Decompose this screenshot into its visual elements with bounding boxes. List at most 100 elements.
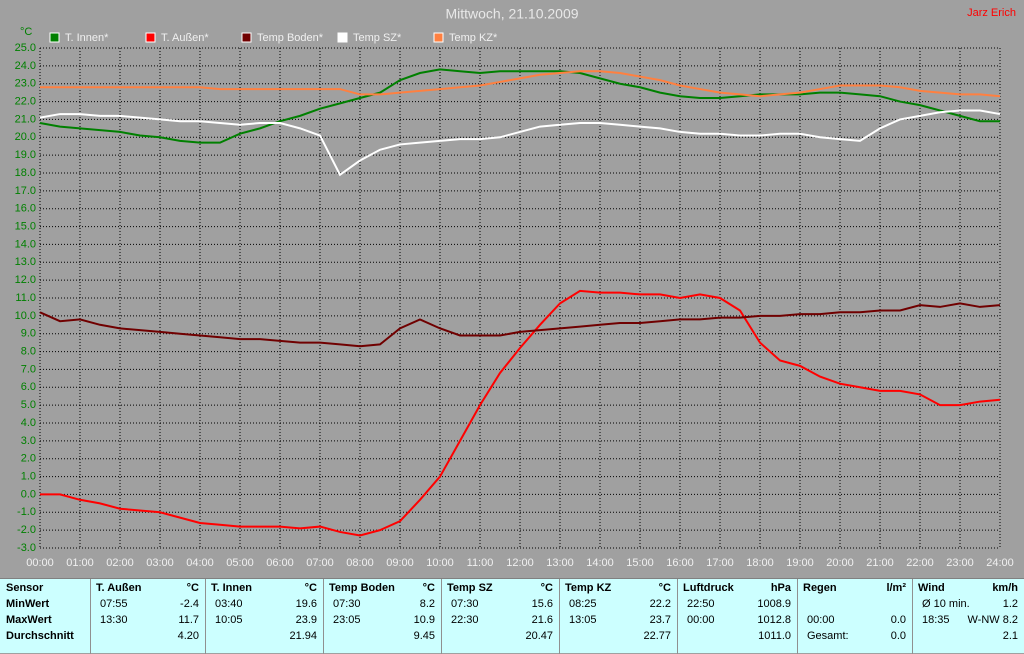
column-separator <box>323 579 324 654</box>
x-tick-label: 18:00 <box>746 557 774 569</box>
table-cell: 08:25 <box>569 598 597 610</box>
y-tick-label: 17.0 <box>15 185 36 197</box>
column-separator <box>441 579 442 654</box>
table-cell: 10:05 <box>215 614 243 626</box>
y-tick-label: 14.0 <box>15 238 36 250</box>
table-cell: °C <box>540 582 553 594</box>
y-tick-label: 13.0 <box>15 256 36 268</box>
table-cell: 07:30 <box>451 598 479 610</box>
y-tick-label: 18.0 <box>15 167 36 179</box>
y-tick-label: 9.0 <box>21 328 36 340</box>
y-tick-label: 22.0 <box>15 95 36 107</box>
table-cell: 8.2 <box>419 598 435 610</box>
table-cell: 4.20 <box>177 630 199 642</box>
table-cell: 23:05 <box>333 614 361 626</box>
legend-label: T. Innen* <box>65 32 109 44</box>
y-tick-label: 20.0 <box>15 131 36 143</box>
table-cell: 18:35 <box>922 614 950 626</box>
x-tick-label: 10:00 <box>426 557 454 569</box>
legend-swatch <box>433 32 444 43</box>
y-tick-label: 4.0 <box>21 417 36 429</box>
table-cell: Ø 10 min. <box>922 598 970 610</box>
chart-title: Mittwoch, 21.10.2009 <box>445 6 578 22</box>
column-separator <box>797 579 798 654</box>
x-tick-label: 15:00 <box>626 557 654 569</box>
table-cell: Luftdruck <box>683 582 734 594</box>
table-cell: 11.7 <box>178 614 199 626</box>
table-cell: 9.45 <box>413 630 435 642</box>
table-cell: hPa <box>770 582 791 594</box>
y-tick-label: 6.0 <box>21 381 36 393</box>
table-cell: °C <box>186 582 199 594</box>
x-tick-label: 24:00 <box>986 557 1014 569</box>
series-line <box>39 302 1001 348</box>
x-tick-label: 07:00 <box>306 557 334 569</box>
table-cell: 23.7 <box>649 614 671 626</box>
table-cell: T. Innen <box>211 582 252 594</box>
table-cell: 22.77 <box>643 630 671 642</box>
x-tick-label: 11:00 <box>467 557 494 569</box>
table-cell: Wind <box>918 582 945 594</box>
table-cell: Durchschnitt <box>6 630 74 642</box>
x-tick-label: 06:00 <box>266 557 294 569</box>
table-cell: 07:55 <box>100 598 128 610</box>
legend-swatch <box>145 32 156 43</box>
y-tick-label: -3.0 <box>17 542 36 554</box>
x-tick-label: 09:00 <box>386 557 414 569</box>
legend-label: Temp SZ* <box>353 32 402 44</box>
x-tick-label: 21:00 <box>866 557 894 569</box>
table-cell: 0.0 <box>890 614 906 626</box>
table-cell: 22:50 <box>687 598 715 610</box>
legend-swatch <box>49 32 60 43</box>
y-tick-label: 7.0 <box>21 363 36 375</box>
table-cell: 07:30 <box>333 598 361 610</box>
column-separator <box>205 579 206 654</box>
x-tick-label: 12:00 <box>506 557 534 569</box>
x-tick-label: 08:00 <box>346 557 374 569</box>
y-tick-label: -2.0 <box>17 524 36 536</box>
y-tick-label: 5.0 <box>21 399 36 411</box>
table-cell: 13:05 <box>569 614 597 626</box>
x-tick-label: 17:00 <box>706 557 734 569</box>
table-cell: Temp Boden <box>329 582 395 594</box>
x-tick-label: 01:00 <box>66 557 94 569</box>
table-cell: 1012.8 <box>757 614 791 626</box>
table-cell: 0.0 <box>890 630 906 642</box>
x-tick-label: 13:00 <box>546 557 574 569</box>
table-cell: Temp SZ <box>447 582 493 594</box>
series-line <box>40 70 1001 98</box>
x-tick-label: 03:00 <box>146 557 174 569</box>
y-tick-label: 16.0 <box>15 203 36 215</box>
y-tick-label: 25.0 <box>15 42 36 54</box>
series-line <box>40 289 1001 537</box>
legend-swatch <box>337 32 348 43</box>
x-tick-label: 14:00 <box>586 557 614 569</box>
table-cell: 03:40 <box>215 598 243 610</box>
summary-table: Sensor MinWert MaxWert Durchschnitt T. Außen… <box>0 578 1024 654</box>
table-cell: 1008.9 <box>757 598 791 610</box>
table-cell: 1.2 <box>1002 598 1018 610</box>
table-cell: 00:00 <box>687 614 715 626</box>
table-cell: 00:00 <box>807 614 835 626</box>
y-tick-label: 21.0 <box>15 113 36 125</box>
legend-label: Temp Boden* <box>257 32 324 44</box>
chart: Mittwoch, 21.10.2009 Jarz Erich °C 25.0 2… <box>15 6 1016 569</box>
table-cell: °C <box>422 582 435 594</box>
y-tick-label: 8.0 <box>21 345 36 357</box>
y-tick-label: 2.0 <box>21 453 36 465</box>
y-tick-label: 0.0 <box>21 488 36 500</box>
x-tick-label: 20:00 <box>826 557 854 569</box>
table-cell: 1011.0 <box>758 630 791 642</box>
x-tick-label: 00:00 <box>26 557 54 569</box>
x-tick-label: 04:00 <box>186 557 214 569</box>
series-line <box>39 109 1001 177</box>
table-cell: MinWert <box>6 598 50 610</box>
x-tick-label: 23:00 <box>946 557 974 569</box>
table-cell: Sensor <box>6 582 44 594</box>
y-tick-label: 1.0 <box>21 470 36 482</box>
y-tick-label: 12.0 <box>15 274 36 286</box>
table-cell: MaxWert <box>6 614 52 626</box>
table-cell: 15.6 <box>531 598 553 610</box>
table-cell: 23.9 <box>295 614 317 626</box>
